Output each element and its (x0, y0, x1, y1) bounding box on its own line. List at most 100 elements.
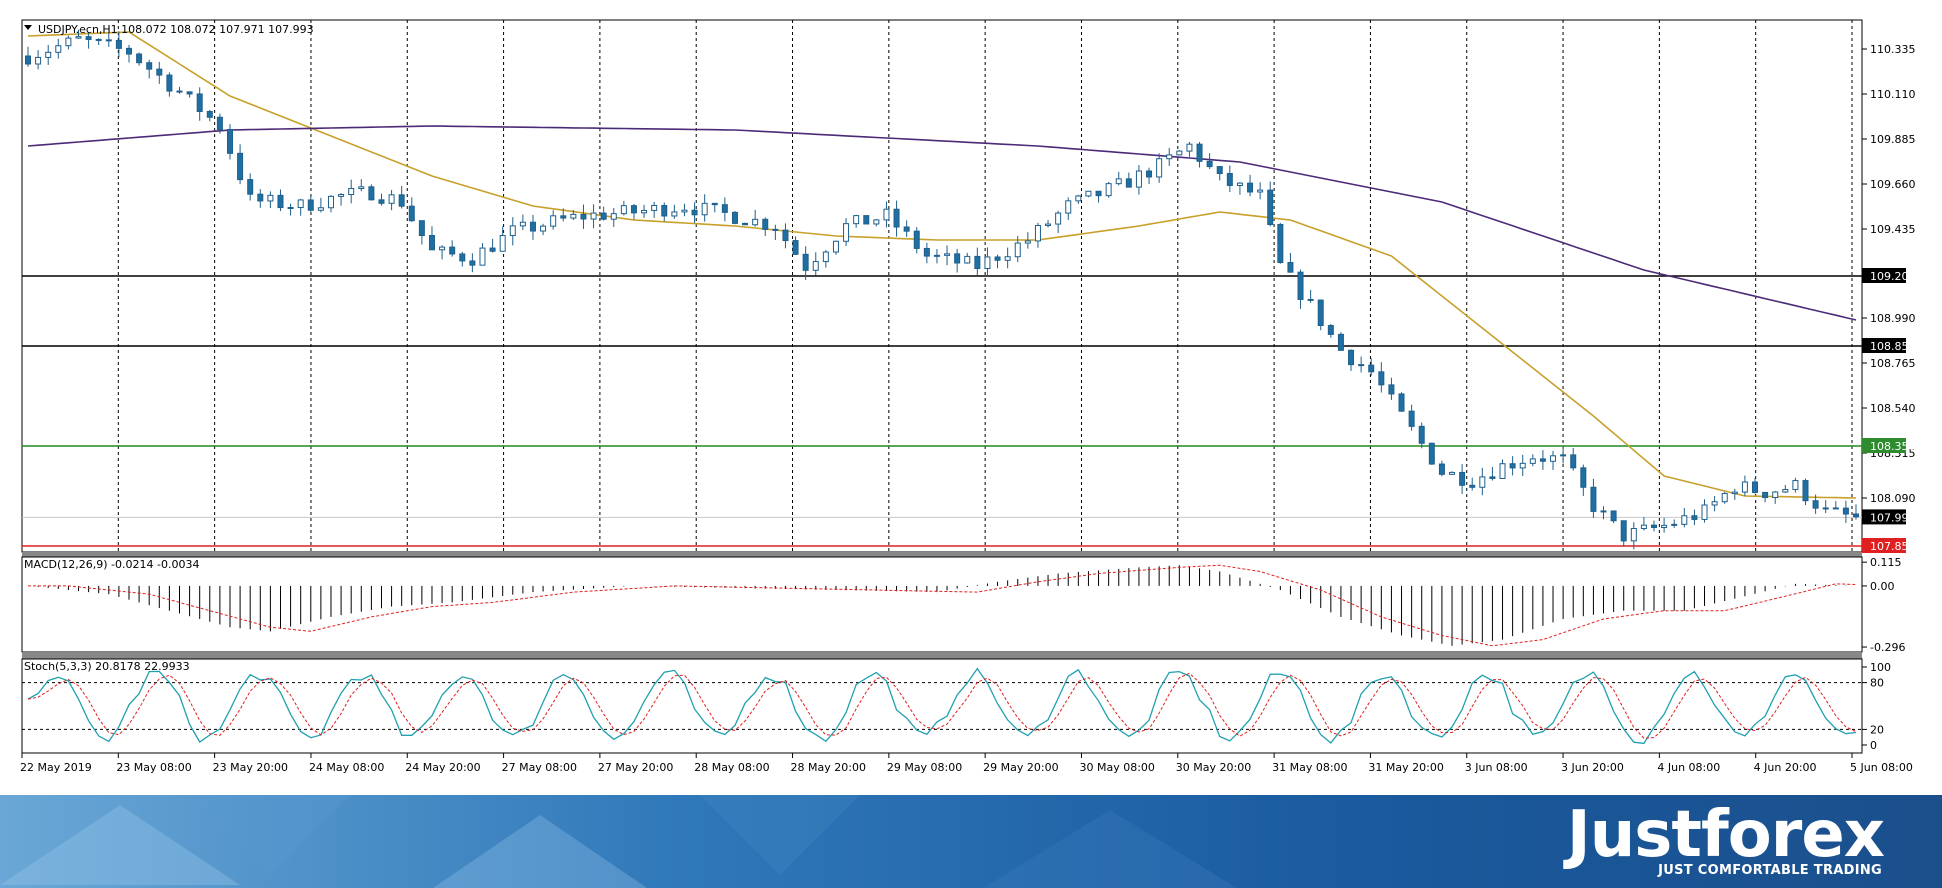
bear-candle-body (25, 55, 31, 65)
candle (489, 238, 496, 253)
bear-candle-body (903, 226, 910, 232)
decor-shape (980, 810, 1240, 888)
bull-candle-body (590, 212, 597, 220)
bear-candle-body (1832, 507, 1839, 510)
bull-candle-body (388, 194, 395, 204)
bull-candle-body (701, 202, 708, 216)
x-tick-label: 24 May 08:00 (309, 761, 384, 774)
bull-candle-body (752, 218, 759, 226)
candle (307, 195, 314, 212)
y-tick-label: 108.765 (1870, 357, 1916, 370)
chart-svg: 110.335 110.110 109.885 109.660 109.435 108.9… (20, 19, 1916, 774)
stoch-k-line (27, 667, 1857, 745)
bear-candle-body (1853, 513, 1859, 518)
bear-candle-body (418, 220, 425, 237)
candle (499, 226, 506, 252)
candle (1257, 182, 1264, 200)
bull-candle-body (45, 51, 52, 58)
macd-signal-line (28, 564, 1857, 647)
candle (1691, 509, 1698, 525)
candle (600, 206, 607, 221)
bear-candle-body (136, 53, 143, 64)
collapse-triangle-icon[interactable] (24, 25, 32, 30)
candle (1752, 478, 1759, 494)
bear-candle-body (580, 213, 587, 220)
bear-candle-body (600, 212, 607, 220)
bear-candle-body (307, 199, 314, 211)
bull-candle-body (1499, 463, 1506, 479)
bear-candle-body (1378, 371, 1385, 386)
candle (1358, 356, 1365, 373)
bear-candle-body (1287, 261, 1294, 273)
candle (95, 38, 102, 46)
decor-shape (430, 815, 650, 888)
candle (1277, 222, 1284, 264)
bull-candle-body (65, 37, 72, 47)
candle (711, 202, 718, 213)
candle (1297, 269, 1304, 309)
bear-candle-body (1307, 298, 1314, 301)
candle (1196, 141, 1203, 168)
candle (439, 245, 446, 260)
bull-candle-body (641, 209, 648, 214)
candle (974, 247, 981, 276)
y-tick-label: 0 (1870, 739, 1877, 752)
candle (428, 226, 435, 251)
candle (1075, 194, 1082, 204)
candle (125, 45, 132, 63)
candle (873, 218, 880, 227)
bear-candle-body (913, 230, 920, 249)
bear-candle-body (257, 193, 264, 202)
bear-candle-body (863, 215, 870, 225)
bull-candle-body (439, 246, 446, 251)
bear-candle-body (1358, 364, 1365, 367)
y-tick-label: 109.435 (1870, 223, 1916, 236)
candle (338, 193, 345, 206)
bear-candle-body (398, 194, 405, 207)
bear-candle-body (1620, 520, 1627, 542)
candle (1539, 450, 1546, 470)
bull-candle-body (822, 251, 829, 263)
candle (1125, 172, 1132, 188)
bear-candle-body (1327, 324, 1334, 335)
bull-candle-body (812, 261, 819, 271)
bear-candle-body (1812, 500, 1819, 509)
bull-candle-body (1741, 481, 1748, 493)
x-tick-label: 29 May 20:00 (983, 761, 1058, 774)
candle (25, 46, 31, 67)
y-tick-label: 0.115 (1870, 556, 1902, 569)
candle (1418, 422, 1425, 449)
candle (954, 248, 961, 273)
x-tick-label: 29 May 08:00 (887, 761, 962, 774)
bull-candle-body (327, 195, 334, 209)
candle (1348, 349, 1355, 371)
candle (186, 91, 193, 98)
candle (641, 204, 648, 218)
bear-candle-body (1095, 190, 1102, 197)
x-tick-label: 4 Jun 20:00 (1754, 761, 1817, 774)
bull-candle-body (570, 213, 577, 219)
candle (1428, 442, 1435, 465)
candle (832, 240, 839, 255)
candle (418, 220, 425, 245)
bear-candle-body (1317, 299, 1324, 326)
candle (358, 179, 365, 192)
candle (1701, 499, 1708, 523)
candle (156, 61, 163, 84)
candle (348, 179, 355, 204)
candle (762, 217, 769, 237)
candle (590, 204, 597, 229)
level-tag-label: 108.350 (1870, 440, 1916, 453)
level-tag-label: 107.850 (1870, 540, 1916, 553)
bull-candle-body (1792, 480, 1799, 491)
bull-candle-body (1115, 178, 1122, 185)
bear-candle-body (1418, 425, 1425, 444)
bear-candle-body (469, 260, 476, 266)
candle (388, 189, 395, 211)
x-tick-label: 23 May 20:00 (213, 761, 288, 774)
candle (1378, 362, 1385, 393)
bear-candle-body (277, 194, 284, 209)
bull-candle-body (1711, 501, 1718, 506)
bear-candle-body (166, 74, 173, 92)
bear-candle-body (1842, 507, 1849, 515)
